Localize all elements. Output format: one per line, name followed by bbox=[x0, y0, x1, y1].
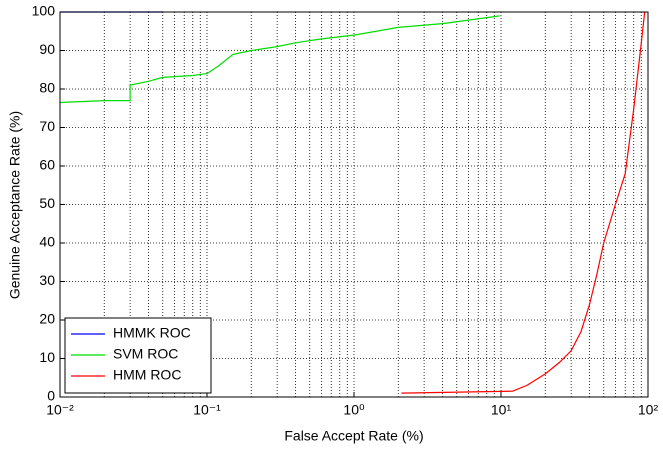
x-tick-label: 10⁻¹ bbox=[193, 402, 221, 418]
y-tick-label: 80 bbox=[39, 80, 55, 96]
y-tick-label: 60 bbox=[39, 157, 55, 173]
legend-label: HMM ROC bbox=[113, 367, 181, 383]
y-tick-label: 100 bbox=[32, 3, 56, 19]
x-tick-label: 10² bbox=[638, 402, 659, 418]
plot-frame bbox=[59, 11, 649, 398]
legend-label: HMMK ROC bbox=[113, 325, 191, 341]
y-tick-label: 30 bbox=[39, 272, 55, 288]
x-tick-label: 10⁻² bbox=[46, 402, 74, 418]
y-tick-label: 20 bbox=[39, 311, 55, 327]
y-tick-label: 50 bbox=[39, 195, 55, 211]
series-line bbox=[59, 15, 500, 104]
y-tick-label: 90 bbox=[39, 41, 55, 57]
y-tick-label: 0 bbox=[47, 388, 55, 404]
y-tick-label: 10 bbox=[39, 349, 55, 365]
y-tick-label: 70 bbox=[39, 118, 55, 134]
x-tick-label: 10¹ bbox=[491, 402, 512, 418]
x-tick-label: 10⁰ bbox=[343, 402, 365, 418]
y-axis-label: Genuine Acceptance Rate (%) bbox=[7, 111, 23, 299]
x-axis-label: False Accept Rate (%) bbox=[284, 428, 423, 444]
y-tick-label: 40 bbox=[39, 234, 55, 250]
legend-label: SVM ROC bbox=[113, 346, 178, 362]
series-line bbox=[401, 11, 646, 394]
